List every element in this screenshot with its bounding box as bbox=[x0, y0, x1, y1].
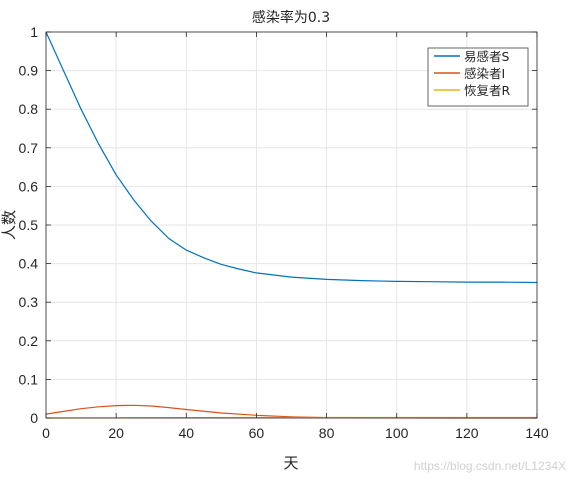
legend: 易感者S 感染者I 恢复者R bbox=[427, 47, 529, 107]
y-tick-label: 0.2 bbox=[19, 333, 39, 349]
x-axis-label: 天 bbox=[283, 454, 298, 472]
x-tick-label: 20 bbox=[108, 425, 124, 441]
y-tick-label: 1 bbox=[30, 24, 38, 40]
x-tick-label: 140 bbox=[525, 425, 549, 441]
y-axis-label: 人数 bbox=[0, 210, 18, 240]
y-tick-label: 0.9 bbox=[19, 63, 39, 79]
x-tick-label: 0 bbox=[42, 425, 50, 441]
tick-marks bbox=[45, 31, 538, 419]
y-tick-label: 0 bbox=[30, 410, 38, 426]
x-tick-label: 80 bbox=[319, 425, 335, 441]
y-tick-label: 0.7 bbox=[19, 140, 39, 156]
y-tick-label: 0.8 bbox=[19, 101, 39, 117]
chart-title: 感染率为0.3 bbox=[252, 9, 330, 26]
y-tick-label: 0.6 bbox=[19, 178, 39, 194]
y-tick-label: 0.4 bbox=[19, 256, 39, 272]
legend-label-1: 易感者S bbox=[464, 49, 510, 64]
watermark: https://blog.csdn.net/L1234X bbox=[414, 459, 566, 473]
y-tick-label: 0.1 bbox=[19, 371, 39, 387]
legend-box bbox=[427, 47, 529, 107]
legend-label-2: 感染者I bbox=[464, 66, 505, 81]
x-tick-label: 40 bbox=[178, 425, 194, 441]
series-line-1 bbox=[45, 31, 538, 284]
x-tick-labels: 0 20 40 60 80 100 120 140 bbox=[42, 425, 549, 441]
y-tick-label: 0.5 bbox=[19, 217, 39, 233]
x-tick-label: 100 bbox=[385, 425, 409, 441]
x-tick-label: 60 bbox=[249, 425, 265, 441]
x-tick-label: 120 bbox=[455, 425, 479, 441]
y-tick-labels: 0 0.1 0.2 0.3 0.4 0.5 0.6 0.7 0.8 0.9 1 bbox=[19, 24, 39, 426]
legend-label-3: 恢复者R bbox=[464, 83, 511, 98]
y-tick-label: 0.3 bbox=[19, 294, 39, 310]
